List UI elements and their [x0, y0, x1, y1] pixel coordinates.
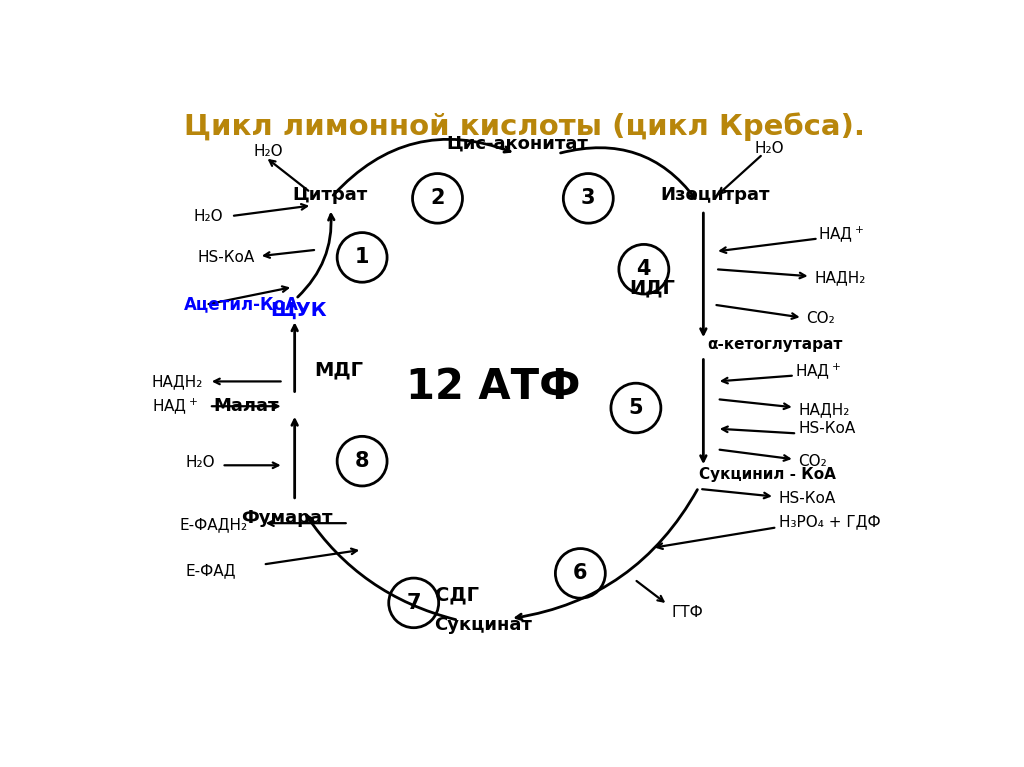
- Text: α-кетоглутарат: α-кетоглутарат: [708, 337, 843, 352]
- Text: Е-ФАДН₂: Е-ФАДН₂: [179, 517, 248, 532]
- Text: Сукцинил - КоА: Сукцинил - КоА: [699, 467, 837, 482]
- Text: МДГ: МДГ: [313, 360, 362, 379]
- Text: НАД$^+$: НАД$^+$: [152, 397, 198, 416]
- Text: Ацетил-КоА: Ацетил-КоА: [183, 295, 299, 314]
- Text: 6: 6: [573, 564, 588, 584]
- Text: ГТФ: ГТФ: [672, 605, 703, 621]
- Text: Изоцитрат: Изоцитрат: [660, 186, 770, 204]
- Text: НАДН₂: НАДН₂: [152, 374, 203, 389]
- Text: 8: 8: [355, 451, 370, 471]
- Text: H₂O: H₂O: [185, 455, 215, 470]
- Text: СО₂: СО₂: [807, 311, 836, 326]
- Text: 3: 3: [581, 189, 596, 209]
- Text: H₂O: H₂O: [755, 140, 784, 156]
- Text: 4: 4: [637, 259, 651, 279]
- Text: 2: 2: [430, 189, 444, 209]
- Text: Цитрат: Цитрат: [293, 186, 368, 204]
- Text: 12 АТФ: 12 АТФ: [406, 367, 581, 408]
- Text: СО₂: СО₂: [799, 453, 827, 469]
- Text: HS-КоА: HS-КоА: [799, 421, 856, 436]
- Text: H₂O: H₂O: [194, 209, 223, 223]
- Text: 7: 7: [407, 593, 421, 613]
- Text: 1: 1: [355, 248, 370, 268]
- Text: НАДН₂: НАДН₂: [814, 271, 866, 285]
- Text: ЩУК: ЩУК: [270, 301, 327, 320]
- Text: Е-ФАД: Е-ФАД: [185, 563, 236, 578]
- Text: Цикл лимонной кислоты (цикл Кребса).: Цикл лимонной кислоты (цикл Кребса).: [184, 113, 865, 141]
- Text: ИДГ: ИДГ: [629, 278, 675, 298]
- Text: Малат: Малат: [213, 397, 279, 415]
- Text: НАДН₂: НАДН₂: [799, 402, 850, 417]
- Text: НАД$^+$: НАД$^+$: [818, 224, 864, 244]
- Text: HS-КоА: HS-КоА: [198, 250, 255, 265]
- Text: HS-КоА: HS-КоА: [778, 491, 836, 506]
- Text: Цис-аконитат: Цис-аконитат: [445, 135, 588, 153]
- Text: H₂O: H₂O: [253, 143, 283, 159]
- Text: НАД$^+$: НАД$^+$: [795, 360, 841, 380]
- Text: Фумарат: Фумарат: [241, 509, 333, 528]
- Text: Н₃РО₄ + ГДФ: Н₃РО₄ + ГДФ: [778, 515, 881, 529]
- Text: Сукцинат: Сукцинат: [434, 616, 532, 634]
- Text: СДГ: СДГ: [435, 586, 479, 604]
- Text: 5: 5: [629, 398, 643, 418]
